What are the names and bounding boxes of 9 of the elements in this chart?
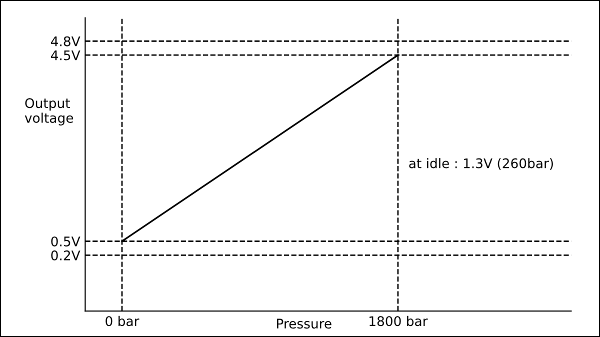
x-tick-label: 0 bar [106,316,140,326]
y-tick-label: 4.8V [50,36,80,46]
y-axis-title: Output voltage [24,98,74,126]
y-tick-label: 0.2V [51,250,80,260]
y-tick-label: 4.5V [50,50,80,60]
y-tick-label: 0.5V [51,236,80,246]
annotation: at idle : 1.3V (260bar) [409,158,553,170]
x-axis-title: Pressure [277,318,332,329]
x-tick-label: 1800 bar [370,316,428,326]
